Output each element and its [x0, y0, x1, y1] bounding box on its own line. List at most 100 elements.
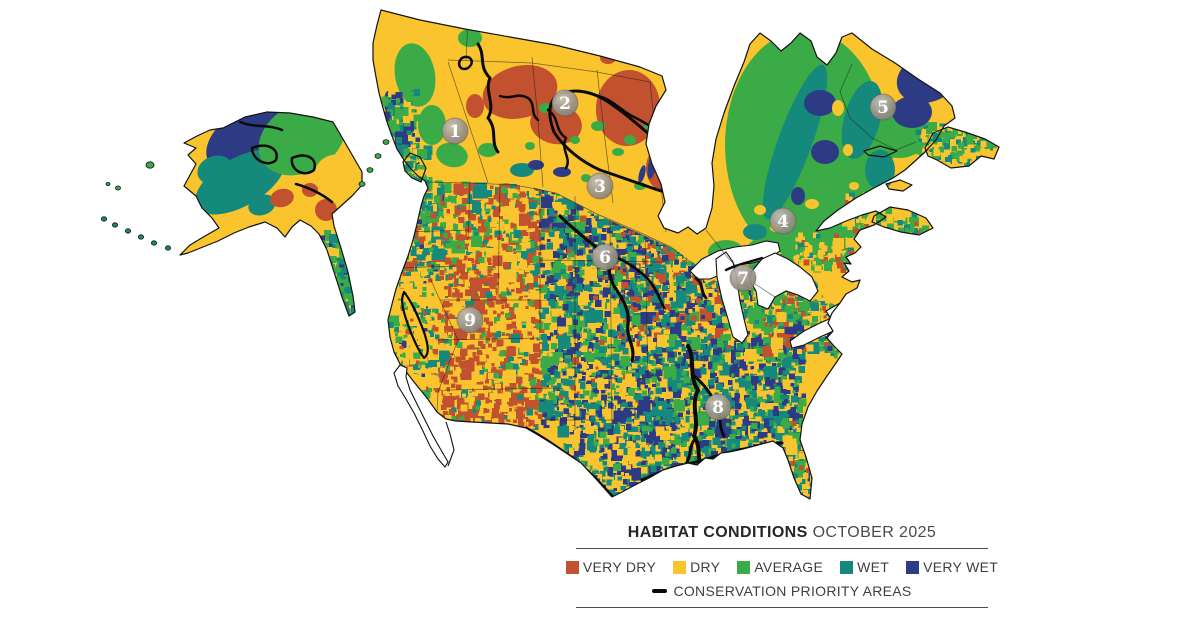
map-marker-number: 8	[712, 398, 724, 418]
speckle-zone-alaska-panhandle	[311, 228, 365, 321]
speckle-zone-inland-northwest	[451, 180, 545, 279]
alaska-blobs	[195, 100, 363, 321]
legend-label-very-dry: VERY DRY	[582, 559, 657, 575]
legend-title-date: OCTOBER 2025	[812, 524, 937, 541]
legend-item-dry: DRY	[673, 559, 720, 575]
small-island-5	[374, 153, 382, 159]
lake-michigan	[715, 251, 749, 344]
map-legend: HABITAT CONDITIONS OCTOBER 2025 VERY DRY…	[565, 524, 998, 608]
coastline-newfoundland	[924, 126, 1000, 169]
map-marker-9[interactable]: 9	[456, 306, 484, 334]
legend-rule-bottom	[576, 607, 988, 608]
legend-item-average: AVERAGE	[737, 559, 823, 575]
legend-label-very-wet: VERY WET	[923, 559, 999, 575]
coastline-mainland	[372, 9, 956, 500]
legend-label-average: AVERAGE	[754, 559, 824, 575]
map-marker-number: 5	[877, 98, 889, 118]
aleutian-island-5	[112, 222, 119, 228]
sonora-coast-line	[445, 421, 455, 467]
map-marker-number: 6	[599, 248, 611, 268]
conservation-great-lakes-shore	[724, 256, 764, 272]
conservation-line-swatch	[652, 589, 668, 593]
map-marker-number: 4	[777, 212, 789, 232]
coastline-anticosti	[863, 145, 898, 158]
region-markers: 1 2 3 4 5 6 7 8 9	[441, 89, 897, 421]
legend-items-row: VERY DRY DRY AVERAGE WET VERY WET	[565, 559, 998, 575]
legend-title-bold: HABITAT CONDITIONS	[627, 524, 808, 541]
map-marker-number: 3	[594, 177, 606, 197]
boundary-bc-alberta	[447, 61, 489, 184]
aleutian-island-3	[137, 234, 144, 240]
lake-superior	[689, 240, 781, 280]
legend-item-wet: WET	[840, 559, 889, 575]
small-island-6	[366, 167, 374, 173]
map-marker-8[interactable]: 8	[704, 393, 732, 421]
aleutian-island-6	[101, 216, 108, 222]
small-island-3	[105, 181, 111, 186]
legend-swatch-dry	[673, 560, 687, 574]
boundary-territories-60th	[447, 59, 651, 83]
map-marker-number: 7	[737, 269, 749, 289]
legend-swatch-very-wet	[906, 560, 920, 574]
legend-item-very-wet: VERY WET	[906, 559, 998, 575]
boundary-california-nevada	[429, 277, 459, 413]
conservation-mississippi-alluvial-3	[684, 436, 698, 466]
coastline-nova_scotia	[871, 206, 934, 236]
legend-item-very-dry: VERY DRY	[565, 559, 657, 575]
legend-swatch-wet	[840, 560, 854, 574]
legend-label-dry: DRY	[690, 559, 721, 575]
conservation-yukon-flats-1	[476, 42, 500, 154]
legend-label-wet: WET	[857, 559, 890, 575]
boundary-state-line-v6	[644, 235, 649, 381]
conservation-upper-mississippi	[694, 276, 708, 300]
map-marker-6[interactable]: 6	[591, 243, 619, 271]
small-island-2	[115, 185, 121, 191]
small-island-7	[358, 181, 366, 187]
conservation-alaska-innoko	[294, 182, 334, 204]
speckle-zone-florida	[768, 417, 828, 499]
map-marker-number: 1	[449, 122, 461, 142]
st-lawrence-river	[860, 234, 914, 302]
boundary-state-line-h4	[435, 337, 541, 341]
conservation-label: CONSERVATION PRIORITY AREAS	[673, 583, 912, 599]
conservation-central-valley	[401, 290, 429, 360]
boundary-us-canada-border-east	[863, 233, 913, 302]
legend-title: HABITAT CONDITIONS OCTOBER 2025	[576, 524, 988, 542]
conservation-prairie-potholes-inner	[546, 108, 569, 170]
map-marker-5[interactable]: 5	[869, 93, 897, 121]
speckle-zone-maritimes	[842, 189, 999, 283]
aleutian-island-2	[150, 240, 157, 246]
map-marker-3[interactable]: 3	[586, 172, 614, 200]
coastlines	[101, 9, 1000, 500]
boundary-state-line-h2	[397, 265, 456, 269]
conservation-alaska-north	[238, 120, 284, 132]
conservation-alaska-loop-1	[250, 144, 278, 165]
conservation-yukon-flats-2	[457, 55, 473, 71]
small-island-1	[145, 161, 155, 169]
boundary-state-line-h5	[444, 387, 561, 391]
conservation-peace-athabasca	[498, 94, 540, 122]
conservation-missouri-coteau	[558, 214, 635, 362]
legend-rule-top	[576, 548, 988, 549]
small-island-4	[382, 139, 390, 145]
legend-swatch-average	[737, 560, 751, 574]
map-marker-7[interactable]: 7	[729, 264, 757, 292]
map-marker-number: 2	[559, 94, 571, 114]
aleutian-island-1	[164, 245, 171, 251]
coastline-vancouver_island	[402, 152, 427, 183]
map-marker-number: 9	[464, 311, 476, 331]
map-marker-2[interactable]: 2	[551, 89, 579, 117]
baja-california-outline	[393, 364, 449, 468]
legend-swatch-very-dry	[565, 560, 579, 574]
coastline-pei	[885, 179, 913, 192]
aleutian-island-4	[125, 228, 132, 234]
boundary-state-line-v1	[467, 182, 471, 241]
map-marker-4[interactable]: 4	[769, 207, 797, 235]
map-marker-1[interactable]: 1	[441, 117, 469, 145]
speckle-zone-pacific-northwest	[391, 180, 464, 278]
boundary-state-line-v2	[497, 183, 501, 301]
conservation-mississippi-alluvial-1	[686, 344, 704, 470]
